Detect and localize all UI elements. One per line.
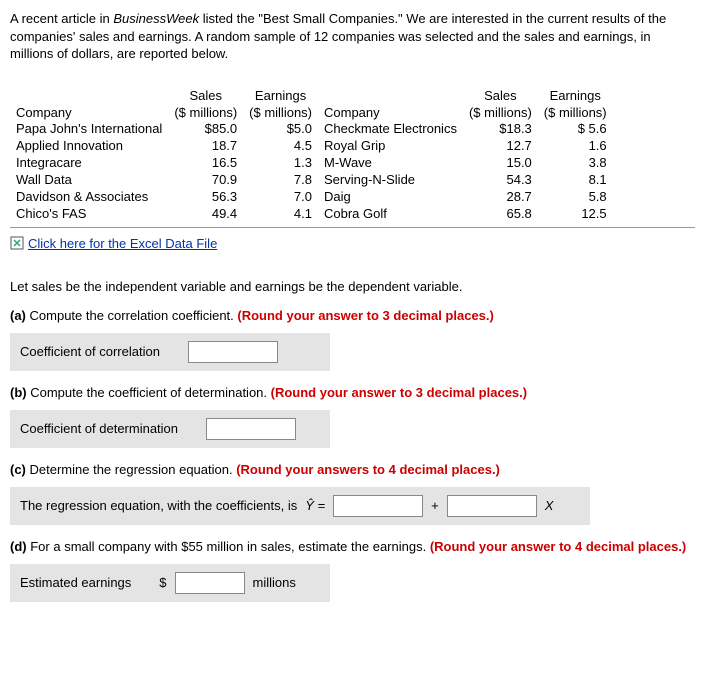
earnings-cell: 3.8 (538, 155, 613, 172)
company-cell: Wall Data (10, 172, 168, 189)
col-earnings-hdr-2: Earnings (538, 88, 613, 105)
part-b-label: (b) (10, 385, 27, 400)
answer-c-label: The regression equation, with the coeffi… (20, 498, 297, 513)
company-cell: Checkmate Electronics (318, 121, 463, 138)
intro-paragraph: A recent article in BusinessWeek listed … (10, 10, 695, 63)
intro-prefix: A recent article in (10, 11, 113, 26)
part-c-label: (c) (10, 462, 26, 477)
col-sales-unit: ($ millions) (168, 105, 243, 122)
table-row: Applied Innovation18.74.5Royal Grip12.71… (10, 138, 613, 155)
answer-row-d: Estimated earnings $ millions (10, 564, 330, 602)
company-cell: Papa John's International (10, 121, 168, 138)
part-d: (d) For a small company with $55 million… (10, 539, 695, 554)
earnings-cell: 4.5 (243, 138, 318, 155)
company-cell: M-Wave (318, 155, 463, 172)
part-d-hint: (Round your answer to 4 decimal places.) (430, 539, 686, 554)
earnings-cell: 1.3 (243, 155, 318, 172)
sales-cell: $18.3 (463, 121, 538, 138)
part-d-label: (d) (10, 539, 27, 554)
answer-d-label: Estimated earnings (20, 575, 131, 590)
table-row: Chico's FAS49.44.1Cobra Golf65.812.5 (10, 206, 613, 223)
col-company-hdr: Company (10, 105, 168, 122)
company-cell: Applied Innovation (10, 138, 168, 155)
estimated-earnings-input[interactable] (175, 572, 245, 594)
col-sales-unit-2: ($ millions) (463, 105, 538, 122)
col-earnings-hdr: Earnings (243, 88, 318, 105)
sales-cell: 12.7 (463, 138, 538, 155)
sales-cell: 28.7 (463, 189, 538, 206)
sales-cell: 56.3 (168, 189, 243, 206)
col-sales-hdr: Sales (168, 88, 243, 105)
col-sales-hdr-2: Sales (463, 88, 538, 105)
part-a-hint: (Round your answer to 3 decimal places.) (237, 308, 493, 323)
determination-input[interactable] (206, 418, 296, 440)
table-row: Integracare16.51.3M-Wave15.03.8 (10, 155, 613, 172)
sales-cell: 70.9 (168, 172, 243, 189)
millions-label: millions (253, 575, 296, 590)
table-row: Wall Data70.97.8Serving-N-Slide54.38.1 (10, 172, 613, 189)
company-cell: Cobra Golf (318, 206, 463, 223)
company-cell: Royal Grip (318, 138, 463, 155)
part-a: (a) Compute the correlation coefficient.… (10, 308, 695, 323)
earnings-cell: 5.8 (538, 189, 613, 206)
part-c-hint: (Round your answers to 4 decimal places.… (236, 462, 500, 477)
earnings-cell: 7.8 (243, 172, 318, 189)
earnings-cell: 7.0 (243, 189, 318, 206)
col-company-hdr-2: Company (318, 105, 463, 122)
sales-cell: 15.0 (463, 155, 538, 172)
part-a-text: Compute the correlation coefficient. (30, 308, 238, 323)
table-bottom-rule (10, 227, 695, 228)
sales-cell: $85.0 (168, 121, 243, 138)
part-b: (b) Compute the coefficient of determina… (10, 385, 695, 400)
regression-slope-input[interactable] (447, 495, 537, 517)
regression-intercept-input[interactable] (333, 495, 423, 517)
plus-symbol: + (431, 498, 439, 513)
answer-row-a: Coefficient of correlation (10, 333, 330, 371)
part-b-hint: (Round your answer to 3 decimal places.) (271, 385, 527, 400)
company-cell: Integracare (10, 155, 168, 172)
answer-b-label: Coefficient of determination (20, 421, 178, 436)
company-cell: Serving-N-Slide (318, 172, 463, 189)
company-cell: Chico's FAS (10, 206, 168, 223)
dollar-symbol: $ (159, 575, 166, 590)
earnings-cell: 12.5 (538, 206, 613, 223)
data-table: Sales Earnings Sales Earnings Company ($… (10, 88, 613, 223)
earnings-cell: 1.6 (538, 138, 613, 155)
sales-cell: 54.3 (463, 172, 538, 189)
part-c-text: Determine the regression equation. (30, 462, 237, 477)
earnings-cell: $5.0 (243, 121, 318, 138)
earnings-cell: $ 5.6 (538, 121, 613, 138)
excel-icon (10, 236, 24, 250)
answer-a-label: Coefficient of correlation (20, 344, 160, 359)
sales-cell: 49.4 (168, 206, 243, 223)
table-row: Davidson & Associates56.37.0Daig28.75.8 (10, 189, 613, 206)
company-cell: Daig (318, 189, 463, 206)
part-d-text: For a small company with $55 million in … (30, 539, 430, 554)
part-a-label: (a) (10, 308, 26, 323)
sales-cell: 16.5 (168, 155, 243, 172)
earnings-cell: 4.1 (243, 206, 318, 223)
variable-statement: Let sales be the independent variable an… (10, 279, 695, 294)
excel-link-text: Click here for the Excel Data File (28, 236, 217, 251)
table-row: Papa John's International$85.0$5.0Checkm… (10, 121, 613, 138)
intro-journal: BusinessWeek (113, 11, 199, 26)
sales-cell: 65.8 (463, 206, 538, 223)
sales-cell: 18.7 (168, 138, 243, 155)
answer-row-c: The regression equation, with the coeffi… (10, 487, 590, 525)
company-cell: Davidson & Associates (10, 189, 168, 206)
earnings-cell: 8.1 (538, 172, 613, 189)
part-c: (c) Determine the regression equation. (… (10, 462, 695, 477)
excel-data-link[interactable]: Click here for the Excel Data File (10, 236, 217, 251)
correlation-input[interactable] (188, 341, 278, 363)
col-earnings-unit: ($ millions) (243, 105, 318, 122)
answer-row-b: Coefficient of determination (10, 410, 330, 448)
col-earnings-unit-2: ($ millions) (538, 105, 613, 122)
part-b-text: Compute the coefficient of determination… (30, 385, 270, 400)
x-symbol: X (545, 498, 554, 513)
yhat-symbol: Ŷ = (305, 498, 325, 513)
